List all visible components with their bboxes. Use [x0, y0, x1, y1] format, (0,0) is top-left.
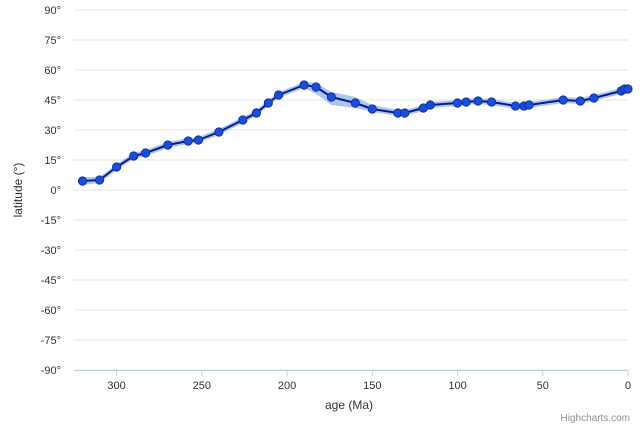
data-point[interactable]	[183, 136, 193, 146]
y-tick-label: -15°	[41, 215, 61, 227]
y-tick-label: 45°	[44, 95, 61, 107]
data-point[interactable]	[425, 100, 435, 110]
data-point[interactable]	[263, 98, 273, 108]
data-point[interactable]	[510, 101, 521, 111]
data-point[interactable]	[558, 95, 568, 105]
data-point[interactable]	[251, 108, 261, 118]
data-point[interactable]	[77, 176, 88, 186]
y-tick-label: 90°	[44, 5, 61, 17]
x-tick-label: 250	[193, 380, 211, 392]
y-tick-label: -30°	[41, 245, 61, 257]
x-tick-label: 300	[107, 380, 125, 392]
data-point[interactable]	[575, 96, 585, 106]
data-point[interactable]	[400, 108, 410, 118]
data-point[interactable]	[367, 104, 377, 114]
data-point[interactable]	[95, 175, 105, 185]
x-axis: 300 250 200 150 100 50 0	[74, 370, 631, 392]
data-point[interactable]	[299, 80, 309, 90]
y-tick-label: -75°	[41, 335, 61, 347]
y-tick-label: 30°	[44, 125, 61, 137]
data-point[interactable]	[326, 92, 336, 102]
x-tick-label: 200	[278, 380, 296, 392]
y-tick-label: -60°	[41, 305, 61, 317]
data-point[interactable]	[273, 90, 284, 100]
data-point[interactable]	[163, 140, 173, 150]
data-point[interactable]	[311, 82, 321, 92]
data-point[interactable]	[589, 93, 599, 103]
x-tick-label: 150	[363, 380, 381, 392]
data-point[interactable]	[238, 115, 248, 125]
x-tick-label: 50	[537, 380, 549, 392]
data-point[interactable]	[193, 135, 203, 145]
data-point[interactable]	[350, 98, 360, 108]
y-axis-title: latitude (°)	[11, 163, 25, 218]
y-axis-tick-labels: 90° 75° 60° 45° 30° 15° 0° -15° -30° -45° -60° -75°…	[41, 5, 61, 377]
data-point[interactable]	[524, 100, 534, 110]
y-tick-label: 15°	[44, 155, 61, 167]
data-point[interactable]	[473, 96, 483, 106]
data-point[interactable]	[214, 127, 224, 137]
x-tick-label: 100	[448, 380, 466, 392]
data-point[interactable]	[623, 84, 633, 94]
y-tick-label: 75°	[44, 35, 61, 47]
data-point[interactable]	[141, 148, 151, 158]
y-tick-label: 0°	[50, 185, 61, 197]
credits-link[interactable]: Highcharts.com	[561, 413, 630, 424]
x-axis-title: age (Ma)	[325, 398, 373, 412]
data-point[interactable]	[452, 98, 463, 108]
y-tick-label: 60°	[44, 65, 61, 77]
data-series	[77, 80, 633, 186]
data-point[interactable]	[461, 97, 471, 107]
x-tick-label: 0	[625, 380, 631, 392]
data-point[interactable]	[112, 162, 122, 172]
data-point[interactable]	[486, 97, 497, 107]
data-point[interactable]	[129, 151, 139, 161]
y-tick-label: -45°	[41, 275, 61, 287]
y-tick-label: -90°	[41, 365, 61, 377]
